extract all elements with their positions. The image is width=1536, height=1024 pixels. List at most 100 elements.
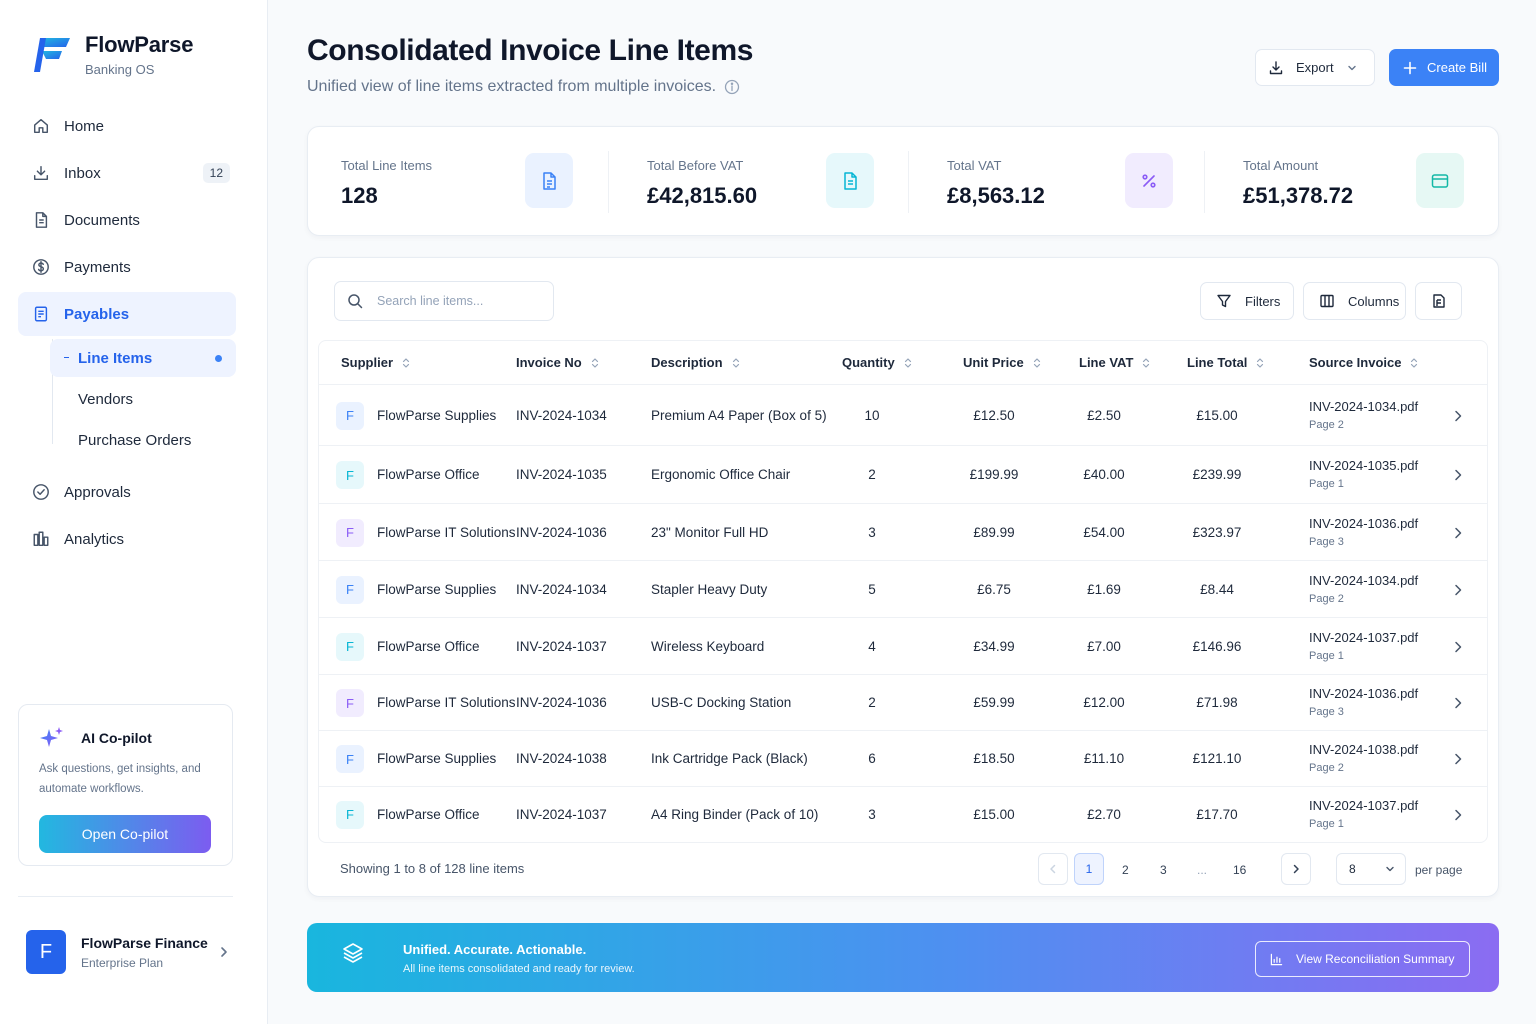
table-header: Supplier Invoice No Description Quantity… [319,341,1487,385]
source-invoice[interactable]: INV-2024-1037.pdf Page 1 [1309,798,1418,830]
source-invoice[interactable]: INV-2024-1035.pdf Page 1 [1309,458,1418,490]
chevron-right-icon[interactable] [1451,583,1465,597]
line-description: Premium A4 Paper (Box of 5) [651,407,827,423]
source-invoice[interactable]: INV-2024-1037.pdf Page 1 [1309,630,1418,662]
nav-payables[interactable]: Payables [18,292,236,336]
stat-value: 128 [341,183,378,208]
table-row[interactable]: F FlowParse Office INV-2024-1035 Ergonomic … [319,446,1487,504]
brand-subtitle: Banking OS [85,62,155,77]
source-file-name: INV-2024-1036.pdf [1309,515,1419,531]
per-page-select[interactable]: 8 [1336,853,1406,885]
info-icon[interactable] [724,79,740,95]
account-switcher[interactable]: F FlowParse Finance Enterprise Plan [26,930,231,974]
sidebar-divider [18,896,233,897]
table-row[interactable]: F FlowParse Supplies INV-2024-1034 Premium … [319,385,1487,446]
export-button[interactable]: Export [1255,49,1375,86]
chevron-right-icon[interactable] [1451,808,1465,822]
source-page: Page 1 [1309,478,1344,490]
source-file-name: INV-2024-1036.pdf [1309,686,1419,701]
nav-approvals[interactable]: Approvals [18,470,236,514]
chevron-right-icon[interactable] [1451,752,1465,766]
account-name: FlowParse Finance [81,934,208,951]
columns-label: Columns [1348,293,1400,309]
table-row[interactable]: F FlowParse Office INV-2024-1037 A4 Ring Bi… [319,787,1487,842]
column-header-invoice-no[interactable]: Invoice No [516,355,600,370]
invoice-number: INV-2024-1036 [516,695,607,710]
brand[interactable]: FlowParse Banking OS [32,32,193,77]
export-table-button[interactable] [1415,282,1462,320]
unit-price: £15.00 [973,806,1015,822]
page-16-button[interactable]: 16 [1233,863,1247,877]
main-nav: Home Inbox 12 Documents Payments Payable… [18,104,236,564]
previous-page-button[interactable] [1038,853,1068,885]
export-label: Export [1296,60,1334,75]
table-row[interactable]: F FlowParse IT Solutions INV-2024-1036 USB-… [319,675,1487,731]
create-bill-label: Create Bill [1427,60,1487,75]
search-input[interactable] [377,294,537,308]
line-vat: £2.50 [1087,407,1121,423]
filter-icon [1217,294,1231,308]
nav-inbox[interactable]: Inbox 12 [18,151,236,195]
filters-button[interactable]: Filters [1200,282,1294,320]
column-header-line-vat[interactable]: Line VAT [1079,355,1151,370]
source-invoice[interactable]: INV-2024-1036.pdf Page 3 [1309,686,1418,718]
subnav-line-items[interactable]: Line Items [50,339,236,377]
search-box[interactable] [334,281,554,321]
quantity: 2 [868,467,876,482]
banner-text: All line items consolidated and ready fo… [403,963,635,975]
nav-payments[interactable]: Payments [18,245,236,289]
column-header-line-total[interactable]: Line Total [1187,355,1265,370]
quantity: 2 [868,695,876,710]
sort-icon [1033,357,1040,368]
banner-title: Unified. Accurate. Actionable. [403,942,587,957]
line-total: £15.00 [1196,407,1238,423]
chart-icon [1270,953,1283,965]
chevron-right-icon[interactable] [1451,409,1465,423]
view-reconciliation-button[interactable]: View Reconciliation Summary [1255,941,1470,977]
chevron-right-icon[interactable] [1451,468,1465,482]
source-invoice[interactable]: INV-2024-1034.pdf Page 2 [1309,573,1418,605]
page-3-button[interactable]: 3 [1160,863,1167,877]
chevron-right-icon[interactable] [1451,696,1465,710]
source-invoice[interactable]: INV-2024-1038.pdf Page 2 [1309,742,1418,774]
column-header-supplier[interactable]: Supplier [341,355,411,370]
supplier-avatar: F [336,518,364,547]
table-row[interactable]: F FlowParse IT Solutions INV-2024-1036 23" … [319,504,1487,561]
plus-icon [1403,61,1417,74]
line-description: Ergonomic Office Chair [651,467,791,482]
page-2-button[interactable]: 2 [1122,863,1129,877]
file-list-icon [525,153,573,208]
page-1-button[interactable]: 1 [1074,853,1104,885]
column-header-description[interactable]: Description [651,355,741,370]
source-file-name: INV-2024-1037.pdf [1309,797,1419,813]
nav-documents[interactable]: Documents [18,198,236,242]
source-invoice[interactable]: INV-2024-1034.pdf Page 2 [1309,399,1418,431]
sort-icon [732,357,739,368]
supplier-name: FlowParse Supplies [377,581,497,597]
open-copilot-button[interactable]: Open Co-pilot [39,815,211,853]
columns-button[interactable]: Columns [1303,282,1406,320]
inbox-count-badge: 12 [202,163,230,183]
create-bill-button[interactable]: Create Bill [1389,49,1499,86]
invoice-number: INV-2024-1037 [516,638,607,654]
sort-icon [1143,357,1150,368]
invoice-number: INV-2024-1035 [516,467,607,482]
next-page-button[interactable] [1281,853,1311,885]
table-row[interactable]: F FlowParse Office INV-2024-1037 Wireless K… [319,618,1487,675]
table-row[interactable]: F FlowParse Supplies INV-2024-1038 Ink Cart… [319,731,1487,787]
per-page-label: per page [1415,863,1463,877]
stat-label: Total Before VAT [647,158,744,173]
column-header-source-invoice[interactable]: Source Invoice [1309,355,1419,370]
column-header-quantity[interactable]: Quantity [842,355,913,370]
subnav-purchase-orders[interactable]: Purchase Orders [50,421,236,459]
source-invoice[interactable]: INV-2024-1036.pdf Page 3 [1309,516,1418,548]
chevron-right-icon[interactable] [1451,526,1465,540]
table-row[interactable]: F FlowParse Supplies INV-2024-1034 Stapler … [319,561,1487,618]
column-header-unit-price[interactable]: Unit Price [963,355,1042,370]
nav-analytics[interactable]: Analytics [18,517,236,561]
nav-home[interactable]: Home [18,104,236,148]
subnav-vendors[interactable]: Vendors [50,380,236,418]
stat-total-vat: Total VAT £8,563.12 [947,127,1197,237]
check-circle-icon [33,484,49,500]
chevron-right-icon[interactable] [1451,640,1465,654]
